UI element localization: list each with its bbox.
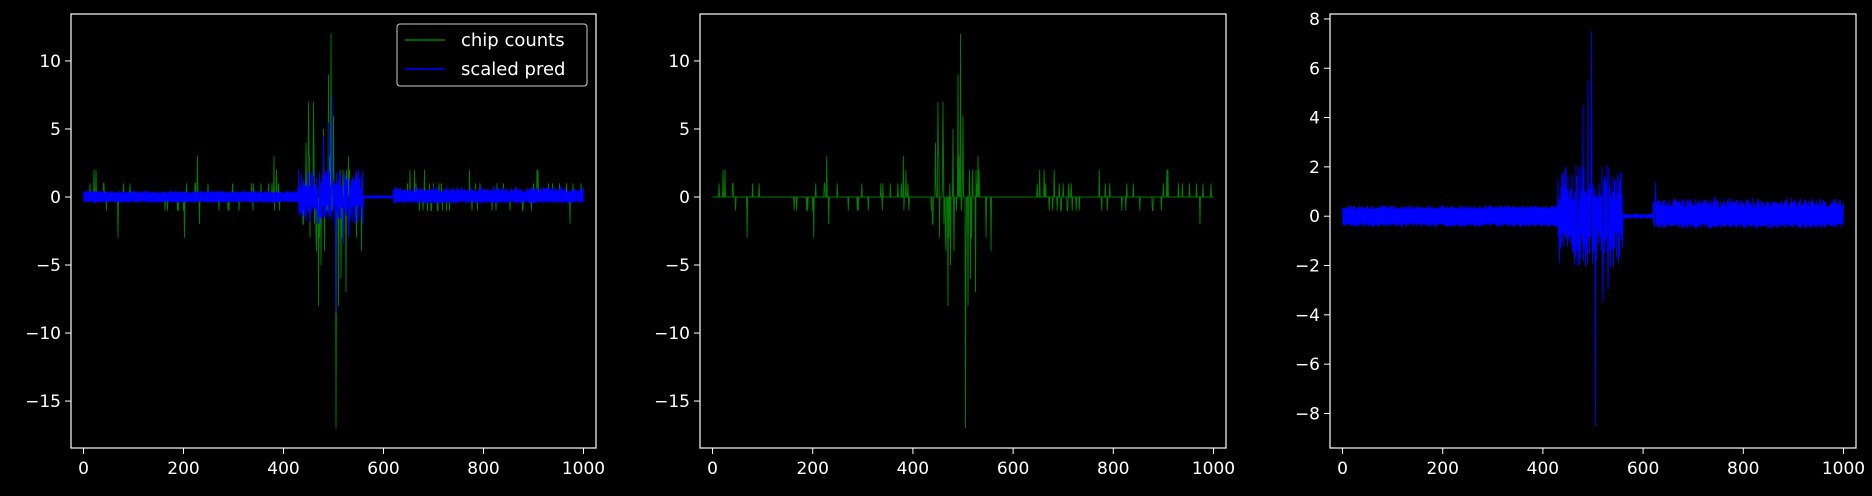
chart-panel-left: 0 200 400 600 800 1000 −15 −10 −5 0 5 10 chip count… <box>25 13 605 479</box>
y-tick-label: −6 <box>1295 355 1320 375</box>
y-tick-label: −10 <box>654 324 690 344</box>
y-tick-label: 8 <box>1309 10 1320 30</box>
x-tick-label: 0 <box>1337 459 1348 479</box>
x-tick-label: 400 <box>897 459 929 479</box>
axis-ticks: 0 200 400 600 800 1000 −15 −10 −5 0 5 10 <box>25 52 605 479</box>
chart-panel-middle: 0 200 400 600 800 1000 −15 −10 −5 0 5 10 <box>654 13 1235 479</box>
y-tick-label: 5 <box>50 120 61 140</box>
axes-frame <box>1329 13 1857 449</box>
plot-area <box>83 33 584 429</box>
y-tick-label: 10 <box>39 52 61 72</box>
x-tick-label: 600 <box>367 459 399 479</box>
x-tick-label: 200 <box>1426 459 1458 479</box>
y-tick-label: −5 <box>36 256 61 276</box>
legend-label-chip-counts: chip counts <box>461 30 565 51</box>
plot-area <box>712 33 1214 429</box>
x-tick-label: 0 <box>707 459 718 479</box>
y-tick-label: 2 <box>1309 158 1320 178</box>
x-tick-label: 600 <box>1627 459 1659 479</box>
x-tick-label: 0 <box>78 459 89 479</box>
axes-frame <box>699 13 1227 449</box>
y-tick-label: −10 <box>25 324 61 344</box>
series-line-scaled-pred <box>1342 31 1844 426</box>
y-tick-label: 0 <box>679 188 690 208</box>
x-tick-label: 800 <box>1727 459 1759 479</box>
x-tick-label: 600 <box>997 459 1029 479</box>
plot-area <box>1342 31 1844 426</box>
axes-frame <box>70 13 597 449</box>
y-tick-label: −5 <box>665 256 690 276</box>
series-line-scaled-pred <box>83 94 584 313</box>
axis-ticks: 0 200 400 600 800 1000 −8 −6 −4 −2 0 2 4 6 8 <box>1295 10 1865 479</box>
y-tick-label: 6 <box>1309 59 1320 79</box>
x-tick-label: 800 <box>467 459 499 479</box>
legend: chip counts scaled pred <box>396 23 588 87</box>
y-tick-label: −4 <box>1295 306 1320 326</box>
axis-ticks: 0 200 400 600 800 1000 −15 −10 −5 0 5 10 <box>654 52 1235 479</box>
x-tick-label: 400 <box>267 459 299 479</box>
y-tick-label: 4 <box>1309 109 1320 129</box>
y-tick-label: 10 <box>668 52 690 72</box>
x-tick-label: 1000 <box>1192 459 1235 479</box>
x-tick-label: 1000 <box>562 459 605 479</box>
y-tick-label: 0 <box>1309 207 1320 227</box>
chart-panel-right: 0 200 400 600 800 1000 −8 −6 −4 −2 0 2 4 6 8 <box>1295 10 1865 479</box>
x-tick-label: 200 <box>796 459 828 479</box>
series-line-chip-counts <box>712 33 1214 429</box>
y-tick-label: −2 <box>1295 257 1320 277</box>
y-tick-label: −8 <box>1295 404 1320 424</box>
x-tick-label: 200 <box>167 459 199 479</box>
y-tick-label: 5 <box>679 120 690 140</box>
x-tick-label: 800 <box>1097 459 1129 479</box>
x-tick-label: 400 <box>1527 459 1559 479</box>
y-tick-label: −15 <box>25 392 61 412</box>
y-tick-label: 0 <box>50 188 61 208</box>
legend-label-scaled-pred: scaled pred <box>461 59 565 80</box>
y-tick-label: −15 <box>654 392 690 412</box>
x-tick-label: 1000 <box>1822 459 1865 479</box>
